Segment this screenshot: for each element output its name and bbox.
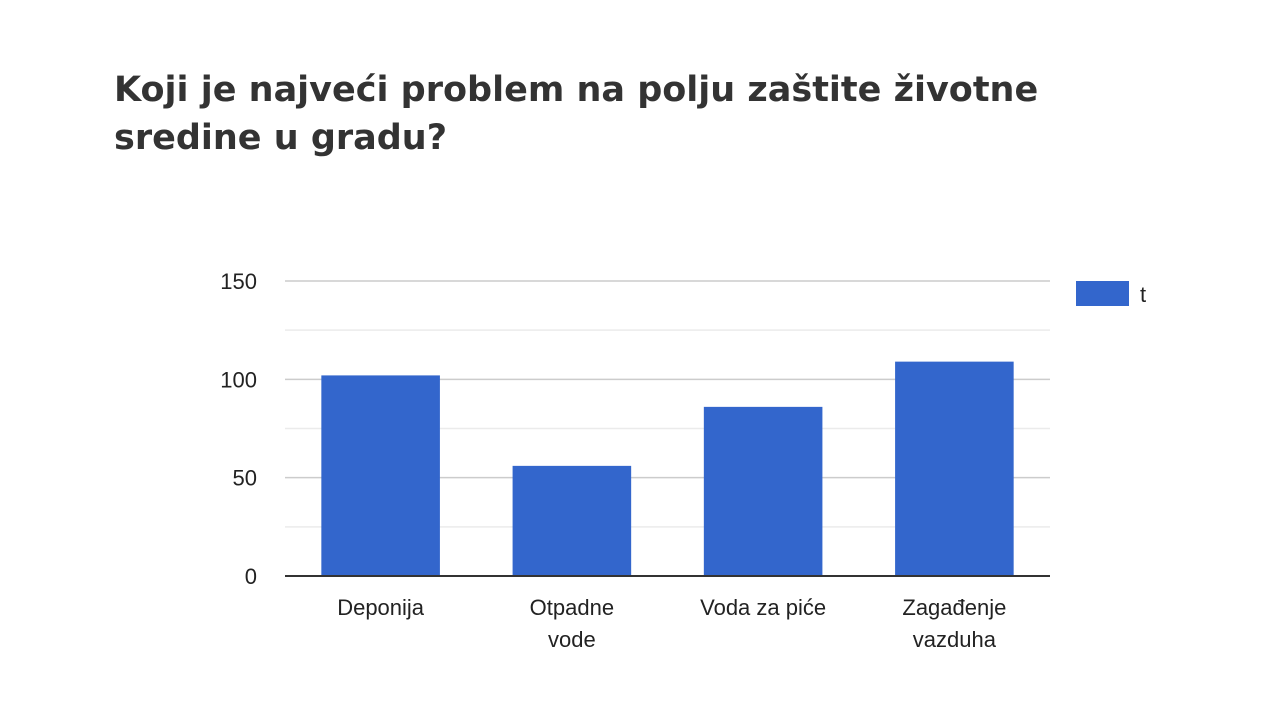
page-title: Koji je najveći problem na polju zaštite… — [114, 66, 1074, 162]
bar — [512, 465, 632, 576]
y-axis-tick-labels: 0 50 100 150 — [220, 269, 257, 589]
legend-label: t — [1140, 282, 1146, 307]
legend: t — [1076, 281, 1146, 307]
x-tick-label: Voda za piće — [700, 595, 826, 620]
page-title-line-1: Koji je najveći problem na polju zaštite… — [114, 70, 1039, 110]
x-tick-label: Deponija — [337, 595, 425, 620]
bar — [703, 406, 823, 576]
x-tick-label-line: Voda za piće — [700, 595, 826, 620]
bar — [321, 375, 440, 576]
x-axis-category-labels: Deponija Otpadne vode Voda za piće Zagađenje… — [337, 595, 1006, 652]
y-tick-label: 50 — [233, 466, 257, 491]
x-tick-label-line: vazduha — [913, 627, 997, 652]
y-tick-label: 150 — [220, 269, 257, 294]
bars — [321, 361, 1014, 576]
bar — [895, 361, 1014, 576]
x-tick-label-line: vode — [548, 627, 596, 652]
x-tick-label-line: Zagađenje — [902, 595, 1006, 620]
y-tick-label: 100 — [220, 367, 257, 392]
x-tick-label-line: Deponija — [337, 595, 425, 620]
x-tick-label-line: Otpadne — [530, 595, 614, 620]
x-tick-label: Otpadne vode — [530, 595, 614, 652]
y-tick-label: 0 — [245, 564, 257, 589]
page-title-line-2: sredine u gradu? — [114, 118, 448, 158]
legend-swatch — [1076, 281, 1129, 306]
x-tick-label: Zagađenje vazduha — [902, 595, 1006, 652]
